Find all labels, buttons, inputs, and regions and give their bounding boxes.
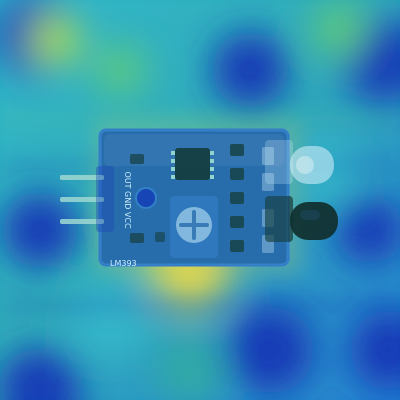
header-pin <box>60 175 104 180</box>
left-silkscreen-label: OUT GND VCC <box>123 171 132 229</box>
header-pin <box>60 219 104 224</box>
heat-blob <box>350 310 400 390</box>
heat-stripe <box>0 300 400 312</box>
header-base <box>96 166 114 232</box>
heat-blob <box>94 44 146 96</box>
smd-part <box>230 144 244 156</box>
ir-emitter <box>265 140 334 184</box>
smd-part <box>155 232 165 242</box>
ir-sensor-module: OUT GND VCC LM393 <box>60 120 338 275</box>
heat-stripe <box>0 115 400 123</box>
potentiometer <box>170 196 218 258</box>
smd-part <box>130 233 144 243</box>
bottom-silkscreen-label: LM393 <box>110 259 137 268</box>
receiver-mount <box>265 196 293 242</box>
receiver-body <box>290 202 338 240</box>
ic-pin <box>210 159 214 163</box>
emitter-highlight <box>296 156 314 174</box>
heat-blob <box>336 196 400 264</box>
header-pin <box>60 197 104 202</box>
emitter-body <box>290 146 334 184</box>
receiver-sheen <box>300 210 320 220</box>
heat-blob <box>29 14 81 66</box>
ir-receiver <box>265 196 338 242</box>
smd-part <box>230 216 244 228</box>
ic-pin <box>171 175 175 179</box>
ic-pin <box>171 167 175 171</box>
smd-part <box>130 154 144 164</box>
ic-pin <box>171 159 175 163</box>
ic-pin <box>210 151 214 155</box>
ic-chip <box>171 148 214 180</box>
ic-pin <box>210 167 214 171</box>
pad <box>262 147 274 165</box>
heat-blob <box>0 348 82 400</box>
smd-part <box>230 192 244 204</box>
smd-components <box>130 144 244 252</box>
module-overlay <box>100 130 288 265</box>
pad <box>262 173 274 191</box>
ic-pin <box>210 175 214 179</box>
smd-part <box>230 240 244 252</box>
heat-blob <box>156 336 224 400</box>
emitter-mount <box>265 140 293 184</box>
solder-pads <box>262 147 274 253</box>
heat-blob <box>312 2 368 58</box>
pot-slot <box>179 210 209 240</box>
ic-package <box>175 148 210 180</box>
heat-blob <box>226 306 314 394</box>
header-pins <box>60 166 114 232</box>
ic-pin <box>171 151 175 155</box>
heat-blob <box>212 32 288 108</box>
smd-part <box>230 168 244 180</box>
mounting-hole <box>135 187 157 209</box>
heat-blob <box>2 192 78 268</box>
